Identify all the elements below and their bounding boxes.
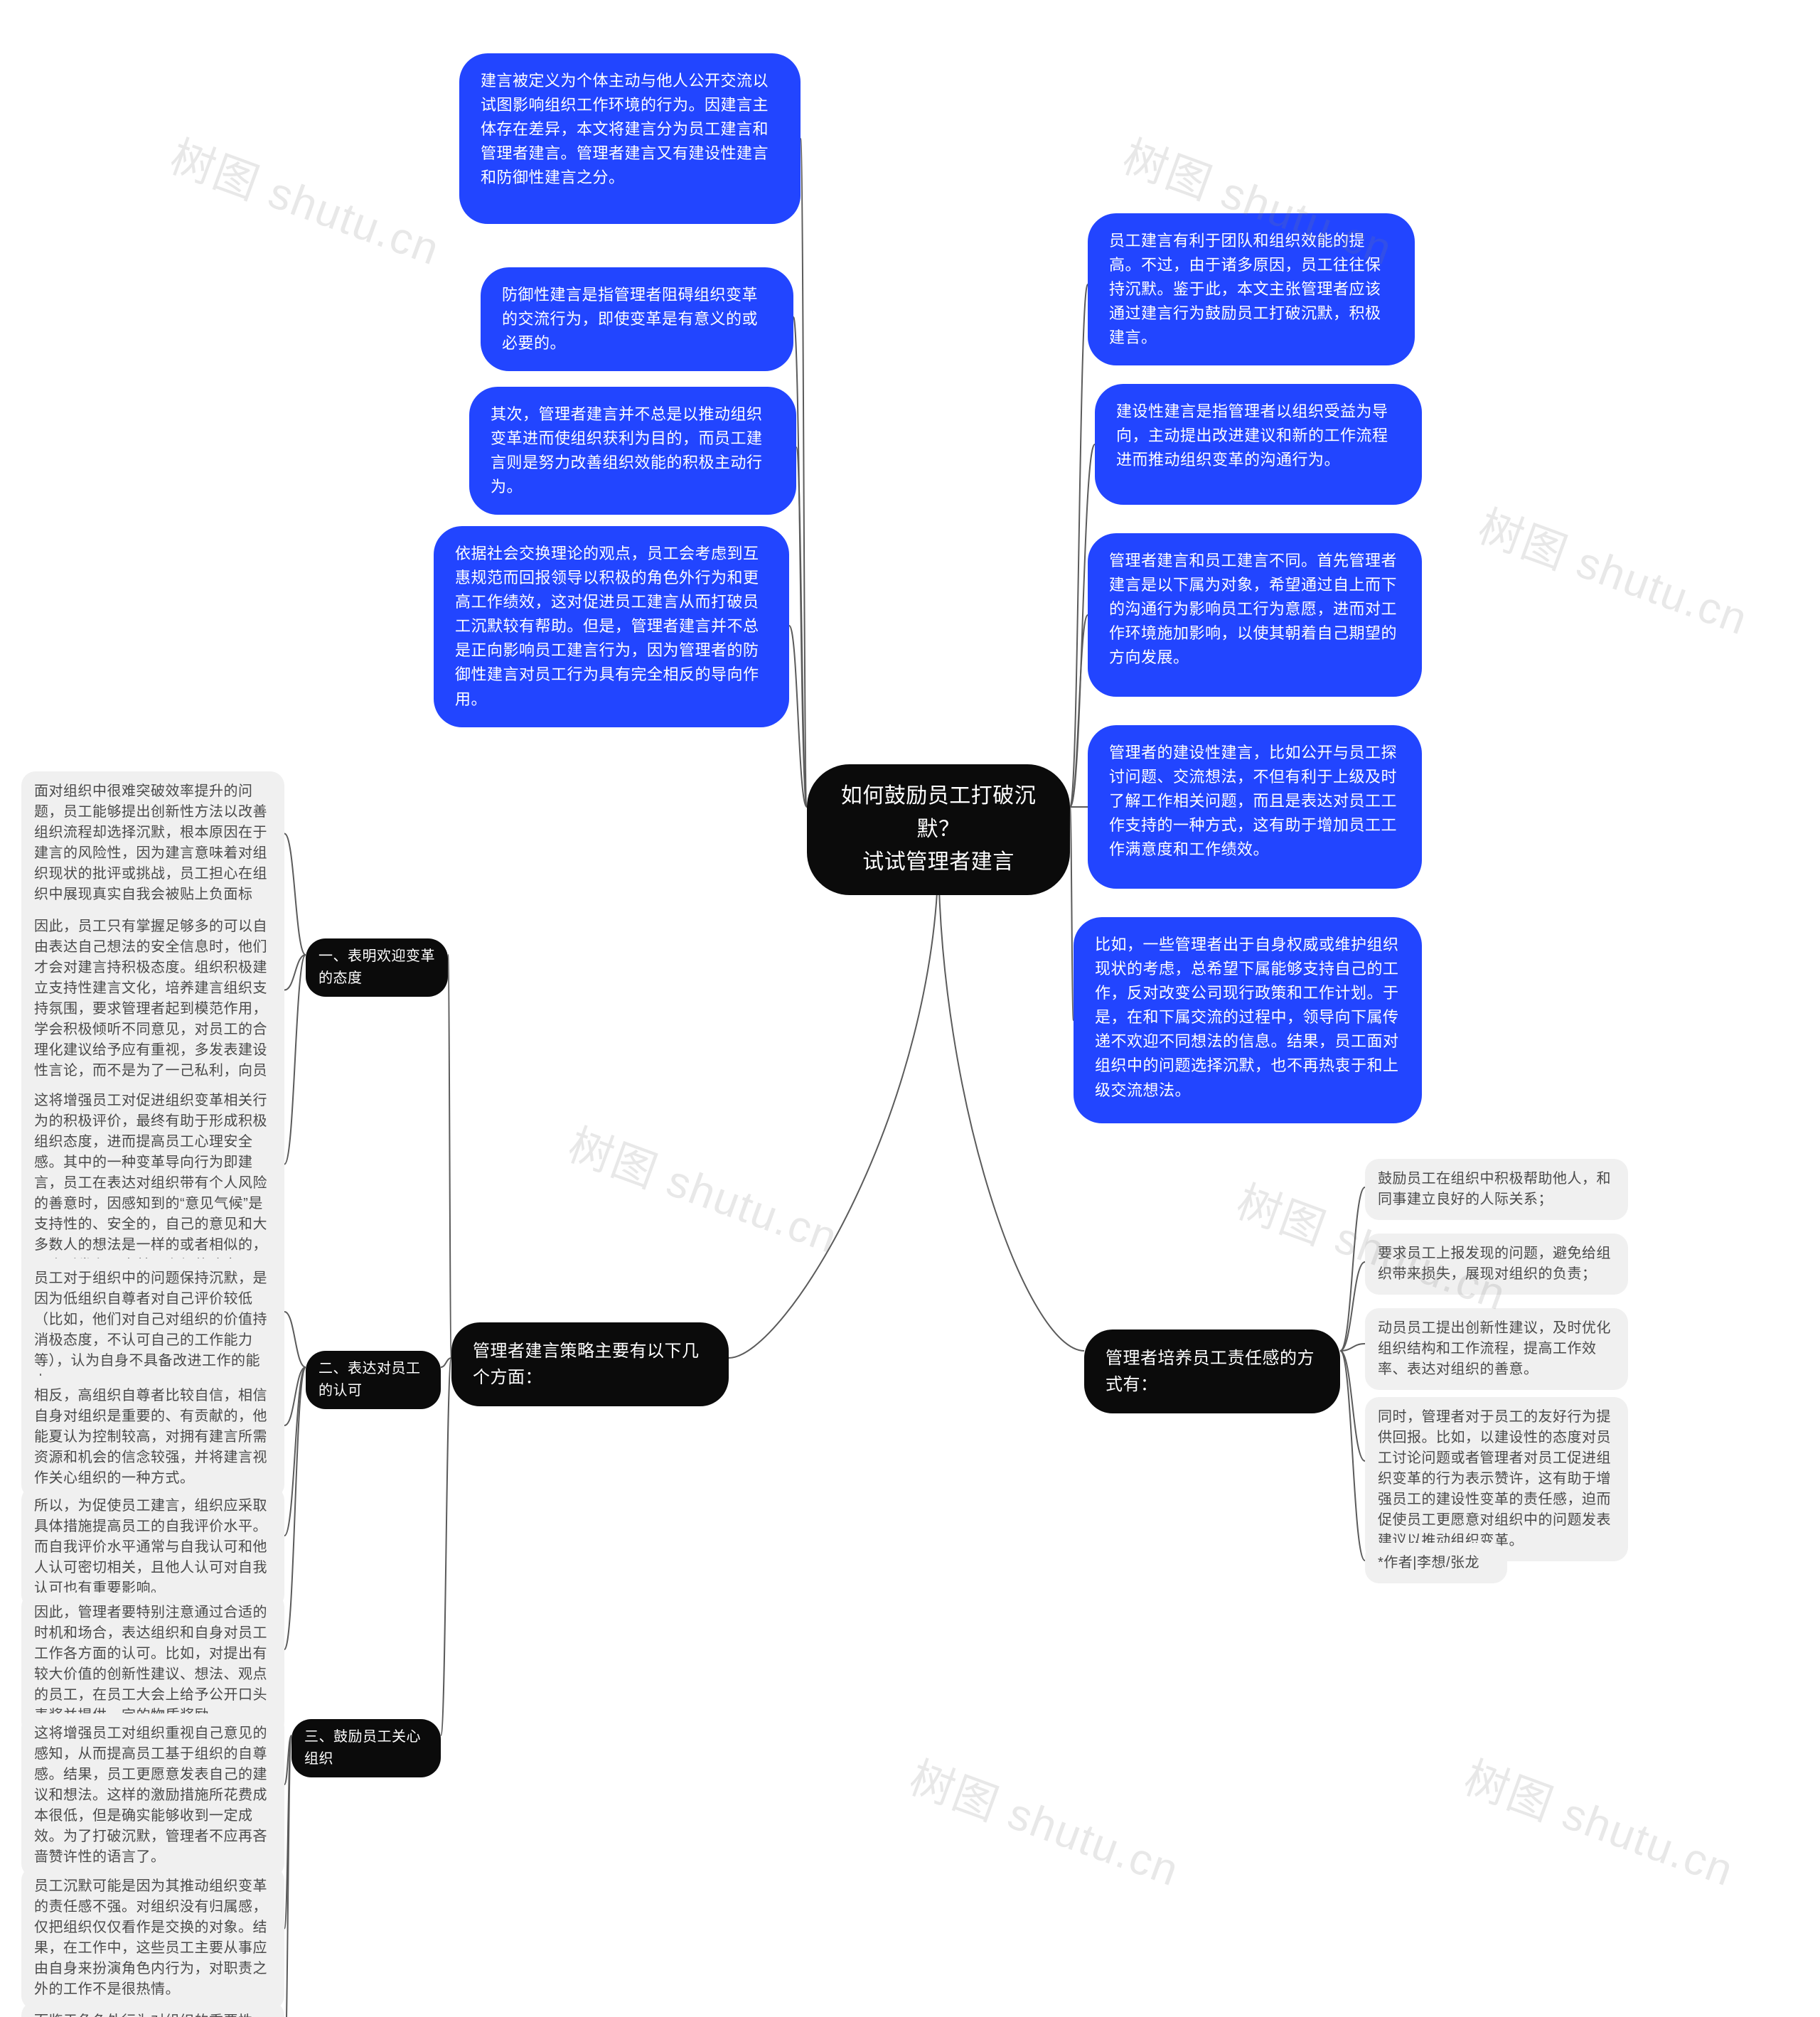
node-blkStrat: 管理者建言策略主要有以下几个方面： (451, 1322, 729, 1406)
edge (284, 955, 306, 990)
edge (284, 1367, 306, 1536)
edge (789, 626, 807, 807)
edge (801, 139, 807, 807)
edge (284, 834, 306, 956)
node-text: 三、鼓励员工关心组织 (304, 1729, 421, 1767)
watermark: 树图 shutu.cn (1457, 1742, 1744, 1899)
edge (938, 850, 1084, 1351)
node-bR1: 员工建言有利于团队和组织效能的提高。不过，由于诸多原因，员工往往保持沉默。鉴于此… (1088, 213, 1415, 365)
node-text: 如何鼓励员工打破沉默？ 试试管理者建言 (841, 784, 1037, 874)
watermark: 树图 shutu.cn (902, 1742, 1189, 1899)
node-text: 一、表明欢迎变革的态度 (318, 948, 435, 986)
node-text: 同时，管理者对于员工的友好行为提供回报。比如，以建设性的态度对员工讨论问题或者管… (1378, 1409, 1611, 1548)
node-bR4: 管理者的建设性建言，比如公开与员工探讨问题、交流想法，不但有利于上级及时了解工作… (1088, 725, 1422, 889)
node-text: 防御性建言是指管理者阻碍组织变革的交流行为，即使变革是有意义的或必要的。 (502, 286, 758, 352)
node-text: 建言被定义为个体主动与他人公开交流以试图影响组织工作环境的行为。因建言主体存在差… (481, 72, 769, 186)
edge (796, 447, 807, 807)
watermark: 树图 shutu.cn (1471, 491, 1758, 648)
edge (441, 1358, 451, 1735)
node-text: 而鉴于角色外行为对组织的重要性，比如，提高组织绩效和促进组织变革，组织应采取措施… (34, 2013, 267, 2017)
node-text: 管理者的建设性建言，比如公开与员工探讨问题、交流想法，不但有利于上级及时了解工作… (1109, 744, 1397, 858)
node-text: 员工沉默可能是因为其推动组织变革的责任感不强。对组织没有归属感，仅把组织仅仅看作… (34, 1878, 267, 1997)
node-s2b: 相反，高组织自尊者比较自信，相信自身对组织是重要的、有贡献的，他能夏认为控制较高… (21, 1376, 284, 1499)
node-s1: 一、表明欢迎变革的态度 (306, 938, 448, 997)
node-r2: 要求员工上报发现的问题，避免给组织带来损失，展现对组织的负责； (1365, 1234, 1628, 1295)
edge (1070, 615, 1088, 807)
node-s3b: 员工沉默可能是因为其推动组织变革的责任感不强。对组织没有归属感，仅把组织仅仅看作… (21, 1866, 284, 2010)
node-text: 比如，一些管理者出于自身权威或维护组织现状的考虑，总希望下属能够支持自己的工作，… (1095, 936, 1399, 1099)
node-s3: 三、鼓励员工关心组织 (291, 1719, 441, 1777)
edge (284, 1735, 291, 1929)
edge (284, 1735, 291, 2017)
node-text: 其次，管理者建言并不总是以推动组织变革进而使组织获利为目的，而员工建言则是努力改… (491, 405, 763, 496)
node-text: 管理者建言策略主要有以下几个方面： (473, 1342, 700, 1387)
node-s3a: 这将增强员工对组织重视自己意见的感知，从而提高员工基于组织的自尊感。结果，员工更… (21, 1713, 284, 1878)
node-text: 二、表达对员工的认可 (318, 1361, 421, 1398)
edge (284, 955, 306, 1165)
edge (1340, 1187, 1365, 1351)
edge (1340, 1351, 1365, 1461)
node-r5: *作者|李想/张龙 (1365, 1543, 1507, 1583)
node-text: 要求员工上报发现的问题，避免给组织带来损失，展现对组织的负责； (1378, 1246, 1611, 1282)
node-r1: 鼓励员工在组织中积极帮助他人，和同事建立良好的人际关系； (1365, 1159, 1628, 1220)
edge (1340, 1351, 1365, 1561)
edge (448, 955, 451, 1358)
watermark: 树图 shutu.cn (163, 121, 450, 278)
node-text: 相反，高组织自尊者比较自信，相信自身对组织是重要的、有贡献的，他能夏认为控制较高… (34, 1388, 267, 1486)
node-s2: 二、表达对员工的认可 (306, 1351, 441, 1409)
node-r4: 同时，管理者对于员工的友好行为提供回报。比如，以建设性的态度对员工讨论问题或者管… (1365, 1397, 1628, 1561)
center-topic: 如何鼓励员工打破沉默？ 试试管理者建言 (807, 764, 1070, 895)
node-text: 依据社会交换理论的观点，员工会考虑到互惠规范而回报领导以积极的角色外行为和更高工… (455, 545, 759, 708)
node-bR3: 管理者建言和员工建言不同。首先管理者建言是以下属为对象，希望通过自上而下的沟通行… (1088, 533, 1422, 697)
edge (284, 1367, 306, 1425)
node-text: 因此，管理者要特别注意通过合适的时机和场合，表达组织和自身对员工工作各方面的认可… (34, 1605, 267, 1723)
node-bR5: 比如，一些管理者出于自身权威或维护组织现状的考虑，总希望下属能够支持自己的工作，… (1074, 917, 1422, 1123)
edge (1340, 1344, 1365, 1351)
mindmap-canvas: 如何鼓励员工打破沉默？ 试试管理者建言 建言被定义为个体主动与他人公开交流以试图影… (0, 0, 1820, 2017)
node-bL1: 建言被定义为个体主动与他人公开交流以试图影响组织工作环境的行为。因建言主体存在差… (459, 53, 801, 224)
node-bL4: 依据社会交换理论的观点，员工会考虑到互惠规范而回报领导以积极的角色外行为和更高工… (434, 526, 789, 727)
edge (441, 1358, 451, 1367)
node-s3c: 而鉴于角色外行为对组织的重要性，比如，提高组织绩效和促进组织变革，组织应采取措施… (21, 2001, 284, 2017)
edge (793, 317, 807, 807)
node-text: 建设性建言是指管理者以组织受益为导向，主动提出改进建议和新的工作流程进而推动组织… (1116, 402, 1388, 469)
watermark: 树图 shutu.cn (561, 1109, 848, 1266)
edge (1070, 284, 1088, 807)
node-text: 员工建言有利于团队和组织效能的提高。不过，由于诸多原因，员工往往保持沉默。鉴于此… (1109, 232, 1381, 346)
node-text: *作者|李想/张龙 (1378, 1555, 1479, 1571)
edge (1340, 1262, 1365, 1351)
node-bL2: 防御性建言是指管理者阻碍组织变革的交流行为，即使变革是有意义的或必要的。 (481, 267, 793, 371)
node-text: 员工对于组织中的问题保持沉默，是因为低组织自尊者对自己评价较低（比如，他们对自己… (34, 1270, 267, 1389)
edge (284, 1735, 291, 1785)
edge (284, 1367, 306, 1649)
node-bR2: 建设性建言是指管理者以组织受益为导向，主动提出改进建议和新的工作流程进而推动组织… (1095, 384, 1422, 505)
node-bL3: 其次，管理者建言并不总是以推动组织变革进而使组织获利为目的，而员工建言则是努力改… (469, 387, 796, 515)
node-r3: 动员员工提出创新性建议，及时优化组织结构和工作流程，提高工作效率、表达对组织的善… (1365, 1308, 1628, 1390)
node-text: 所以，为促使员工建言，组织应采取具体措施提高员工的自我评价水平。而自我评价水平通… (34, 1498, 267, 1596)
node-s2c: 所以，为促使员工建言，组织应采取具体措施提高员工的自我评价水平。而自我评价水平通… (21, 1486, 284, 1609)
edge (729, 850, 938, 1358)
edge (284, 1312, 306, 1367)
node-text: 管理者培养员工责任感的方式有： (1106, 1349, 1315, 1394)
node-text: 管理者建言和员工建言不同。首先管理者建言是以下属为对象，希望通过自上而下的沟通行… (1109, 552, 1397, 666)
node-blkResp: 管理者培养员工责任感的方式有： (1084, 1329, 1340, 1413)
node-text: 鼓励员工在组织中积极帮助他人，和同事建立良好的人际关系； (1378, 1171, 1611, 1207)
node-text: 这将增强员工对组织重视自己意见的感知，从而提高员工基于组织的自尊感。结果，员工更… (34, 1726, 267, 1865)
node-text: 动员员工提出创新性建议，及时优化组织结构和工作流程，提高工作效率、表达对组织的善… (1378, 1320, 1611, 1377)
